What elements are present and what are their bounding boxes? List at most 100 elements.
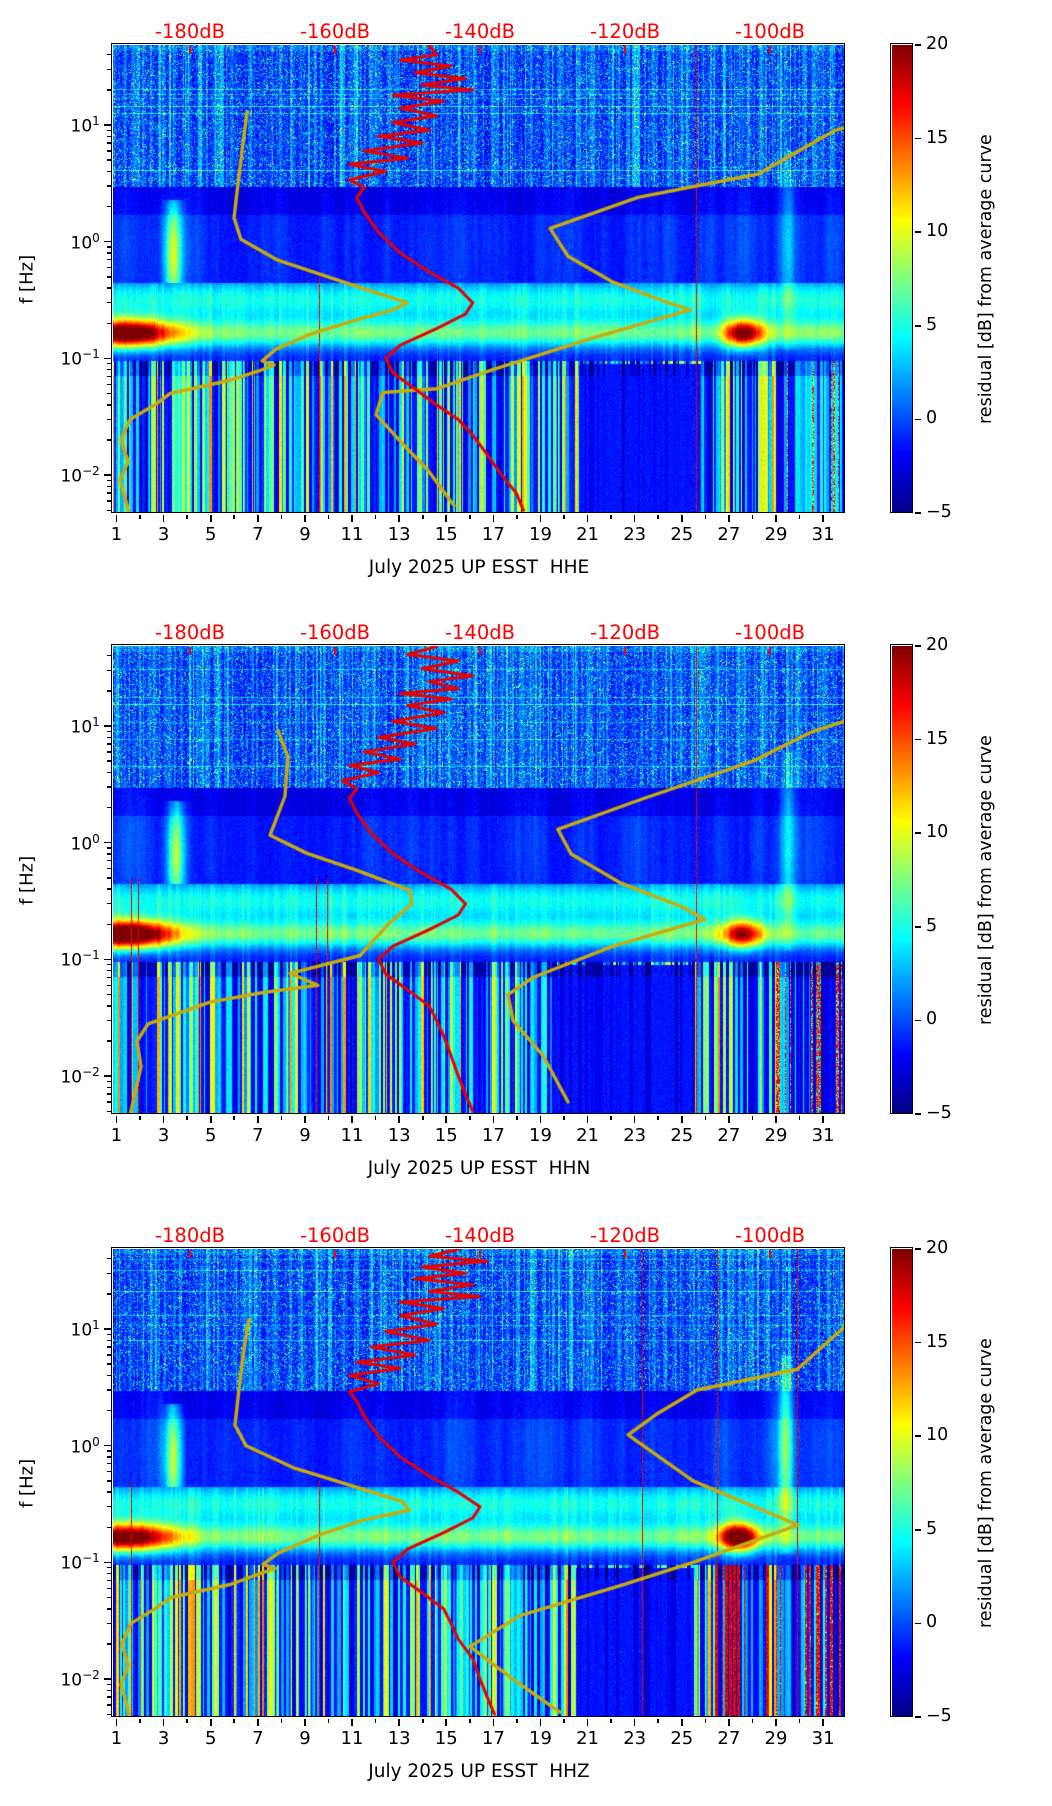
x-tick-label: 23 bbox=[623, 1728, 647, 1749]
top-db-label: -180dB bbox=[154, 1224, 225, 1247]
x-minor-tick bbox=[751, 1718, 754, 1723]
y-minor-tick bbox=[107, 492, 112, 494]
x-tick-label: 27 bbox=[717, 1728, 741, 1749]
x-minor-tick bbox=[233, 1115, 236, 1120]
y-tick-label: 10−2 bbox=[60, 1065, 100, 1088]
y-minor-tick bbox=[107, 806, 112, 809]
top-db-tick bbox=[623, 45, 627, 54]
x-minor-tick bbox=[704, 1718, 707, 1723]
x-minor-tick bbox=[610, 1718, 612, 1723]
x-minor-tick bbox=[139, 1115, 141, 1120]
x-tick-label: 13 bbox=[387, 1125, 411, 1146]
colorbar-tick-label: 5 bbox=[926, 314, 938, 335]
x-minor-tick bbox=[704, 1115, 707, 1120]
y-minor-tick bbox=[107, 375, 112, 378]
y-minor-tick bbox=[107, 266, 112, 269]
x-minor-tick bbox=[704, 514, 707, 519]
y-tick bbox=[103, 1561, 112, 1564]
x-tick bbox=[115, 514, 118, 523]
top-db-label: -100dB bbox=[734, 20, 805, 43]
x-minor-tick bbox=[469, 514, 471, 519]
x-tick bbox=[586, 514, 589, 523]
y-minor-tick bbox=[107, 1086, 112, 1089]
x-tick-label: 9 bbox=[299, 1125, 311, 1146]
y-tick-label: 100 bbox=[70, 1434, 100, 1458]
colorbar-1-label: residual [dB] from average curve bbox=[976, 134, 996, 424]
colorbar-tick bbox=[914, 1716, 922, 1718]
y-minor-tick bbox=[107, 135, 112, 137]
y-minor-tick bbox=[107, 1333, 112, 1336]
y-minor-tick bbox=[107, 1683, 112, 1686]
x-tick bbox=[115, 1718, 118, 1727]
x-tick-label: 25 bbox=[670, 524, 694, 545]
colorbar-tick bbox=[914, 231, 922, 233]
y-minor-tick bbox=[107, 1463, 112, 1465]
spectrogram-HHE bbox=[113, 45, 845, 513]
x-minor-tick bbox=[469, 1718, 471, 1723]
top-db-tick bbox=[188, 45, 192, 54]
y-minor-tick bbox=[107, 1005, 112, 1007]
x-tick-label: 1 bbox=[110, 1728, 123, 1749]
y-minor-tick bbox=[107, 159, 112, 161]
x-tick-label: 1 bbox=[110, 524, 123, 545]
top-db-label: -100dB bbox=[734, 621, 805, 644]
y-minor-tick bbox=[107, 1409, 112, 1412]
x-tick-label: 17 bbox=[481, 1728, 505, 1749]
x-tick-label: 11 bbox=[340, 1125, 364, 1146]
y-minor-tick bbox=[107, 170, 112, 173]
colorbar-tick bbox=[914, 832, 922, 834]
colorbar-tick bbox=[914, 1248, 922, 1250]
x-minor-tick bbox=[374, 1115, 377, 1120]
x-tick-label: 27 bbox=[717, 524, 741, 545]
colorbar-tick-label: 15 bbox=[926, 127, 949, 148]
x-tick bbox=[304, 1115, 306, 1124]
y-minor-tick bbox=[107, 89, 112, 91]
x-tick-label: 11 bbox=[340, 524, 364, 545]
y-minor-tick bbox=[107, 150, 112, 152]
y-minor-tick bbox=[107, 500, 112, 502]
x-minor-tick bbox=[327, 514, 330, 519]
x-tick bbox=[351, 1718, 353, 1727]
x-minor-tick bbox=[610, 1115, 612, 1120]
x-tick bbox=[209, 1718, 212, 1727]
x-tick bbox=[822, 1718, 824, 1727]
x-minor-tick bbox=[798, 1115, 801, 1120]
y-minor-tick bbox=[107, 1506, 112, 1508]
x-minor-tick bbox=[751, 1115, 754, 1120]
y-minor-tick bbox=[107, 185, 112, 187]
x-tick bbox=[162, 1115, 165, 1124]
x-tick bbox=[351, 514, 353, 523]
top-db-tick bbox=[188, 646, 192, 655]
y-minor-tick bbox=[107, 903, 112, 905]
y-tick bbox=[103, 124, 112, 126]
x-tick bbox=[398, 1718, 400, 1727]
spectrogram-HHZ bbox=[113, 1249, 845, 1717]
colorbar-tick-label: 0 bbox=[926, 408, 938, 429]
x-tick bbox=[304, 514, 306, 523]
colorbar-tick-label: 5 bbox=[926, 915, 938, 936]
y-minor-tick bbox=[107, 1480, 112, 1482]
x-minor-tick bbox=[751, 514, 754, 519]
x-minor-tick bbox=[657, 514, 660, 519]
y-minor-tick bbox=[107, 1093, 112, 1095]
colorbar-tick bbox=[914, 1019, 922, 1022]
colorbar-tick-label: −5 bbox=[926, 502, 952, 522]
top-db-label: -140dB bbox=[444, 621, 515, 644]
y-tick-label: 100 bbox=[70, 831, 100, 855]
y-minor-tick bbox=[107, 509, 112, 511]
x-minor-tick bbox=[280, 514, 283, 519]
y-minor-tick bbox=[107, 1258, 112, 1260]
y-minor-tick bbox=[107, 1579, 112, 1582]
y-minor-tick bbox=[107, 363, 112, 365]
x-tick-label: 3 bbox=[157, 1125, 170, 1146]
x-minor-tick bbox=[563, 514, 565, 519]
colorbar-tick-label: 10 bbox=[926, 1425, 949, 1446]
y-minor-tick bbox=[107, 392, 112, 395]
x-tick bbox=[257, 1718, 259, 1727]
x-tick bbox=[633, 514, 636, 523]
x-tick bbox=[492, 514, 495, 523]
x-tick bbox=[680, 514, 683, 523]
panel-3-yaxis-label: f [Hz] bbox=[16, 1458, 38, 1508]
x-minor-tick bbox=[139, 514, 141, 519]
y-minor-tick bbox=[107, 1567, 112, 1569]
